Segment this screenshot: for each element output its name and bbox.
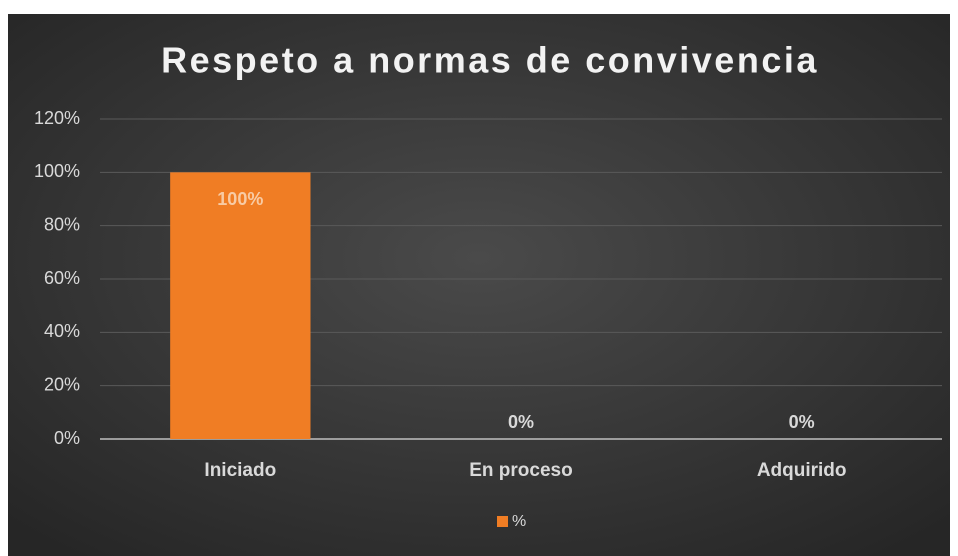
data-label: 100% (217, 189, 263, 209)
x-tick-label: Adquirido (757, 460, 847, 481)
chart-title: Respeto a normas de convivencia (161, 40, 819, 81)
legend-label: % (512, 513, 526, 530)
legend-swatch (497, 516, 508, 527)
y-tick-label: 20% (44, 374, 80, 394)
y-tick-label: 100% (34, 161, 80, 181)
y-tick-label: 40% (44, 321, 80, 341)
y-tick-label: 120% (34, 108, 80, 128)
data-label: 0% (789, 412, 815, 432)
y-tick-label: 0% (54, 428, 80, 448)
x-tick-label: En proceso (469, 460, 572, 481)
chart-background (8, 14, 950, 556)
data-label: 0% (508, 412, 534, 432)
bar (170, 172, 311, 440)
y-tick-label: 60% (44, 268, 80, 288)
x-tick-label: Iniciado (204, 460, 276, 481)
y-tick-label: 80% (44, 214, 80, 234)
